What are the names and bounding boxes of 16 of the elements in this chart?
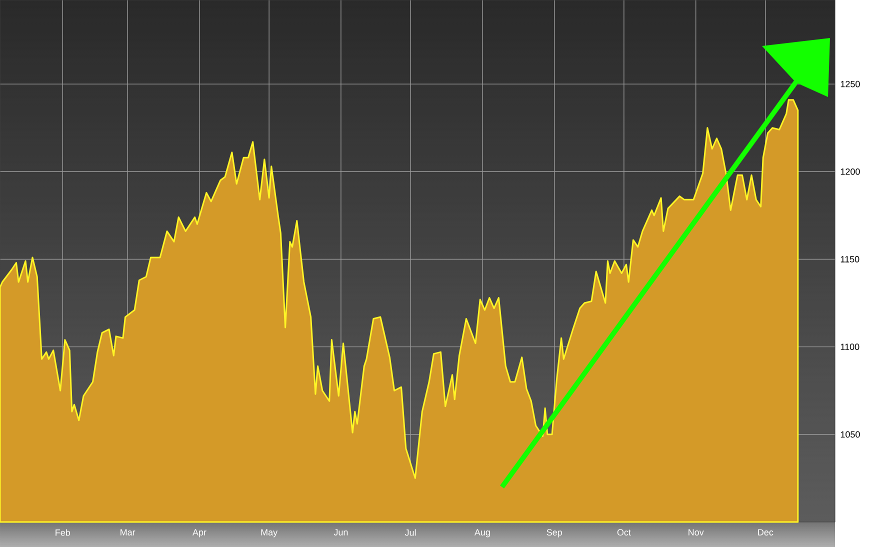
- x-tick-label: Sep: [546, 529, 562, 538]
- x-tick-label: Jul: [404, 529, 416, 536]
- x-tick-label: Aug: [474, 529, 490, 538]
- x-tick-label: Dec: [758, 529, 774, 536]
- x-tick-label: Feb: [56, 529, 70, 536]
- x-tick-label: May: [261, 529, 278, 538]
- y-tick-label: 1250: [840, 80, 860, 88]
- y-tick-label: 1200: [840, 168, 860, 175]
- x-tick-label: Oct: [617, 529, 631, 536]
- x-tick-label: Apr: [192, 529, 206, 538]
- y-tick-label: 1100: [840, 344, 860, 350]
- y-tick-label: 1150: [840, 256, 860, 262]
- x-tick-label: Mar: [120, 529, 136, 536]
- y-tick-label: 1050: [840, 431, 860, 438]
- x-tick-label: Jun: [334, 529, 348, 536]
- x-tick-label: Nov: [688, 529, 704, 536]
